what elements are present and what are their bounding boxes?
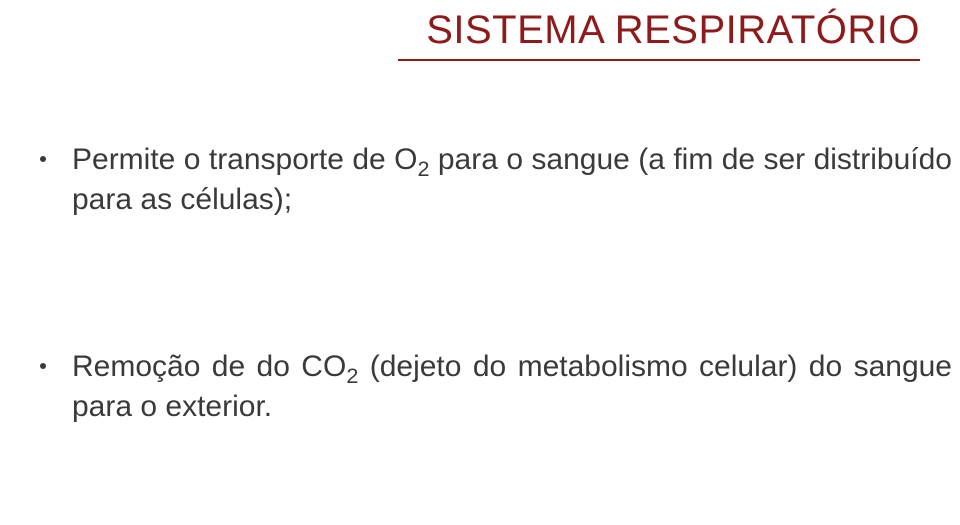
title-block: SISTEMA RESPIRATÓRIO — [426, 8, 920, 61]
slide-title: SISTEMA RESPIRATÓRIO — [426, 8, 920, 53]
bullet-text: Permite o transporte de O2 para o sangue… — [72, 140, 960, 219]
bullet-item: Permite o transporte de O2 para o sangue… — [40, 140, 960, 219]
slide: SISTEMA RESPIRATÓRIO Permite o transport… — [0, 0, 960, 525]
bullet-item: Remoção de do CO2 (dejeto do metabolismo… — [40, 347, 960, 426]
bullet-text-pre: Permite o transporte de O — [72, 143, 417, 176]
bullet-text-pre: Remoção de do CO — [72, 350, 346, 383]
bullet-dot-icon — [40, 156, 46, 162]
subscript: 2 — [346, 363, 358, 388]
title-underline — [398, 59, 920, 61]
subscript: 2 — [417, 156, 429, 181]
bullet-text: Remoção de do CO2 (dejeto do metabolismo… — [72, 347, 960, 426]
bullet-dot-icon — [40, 363, 46, 369]
bullet-list: Permite o transporte de O2 para o sangue… — [40, 140, 960, 525]
